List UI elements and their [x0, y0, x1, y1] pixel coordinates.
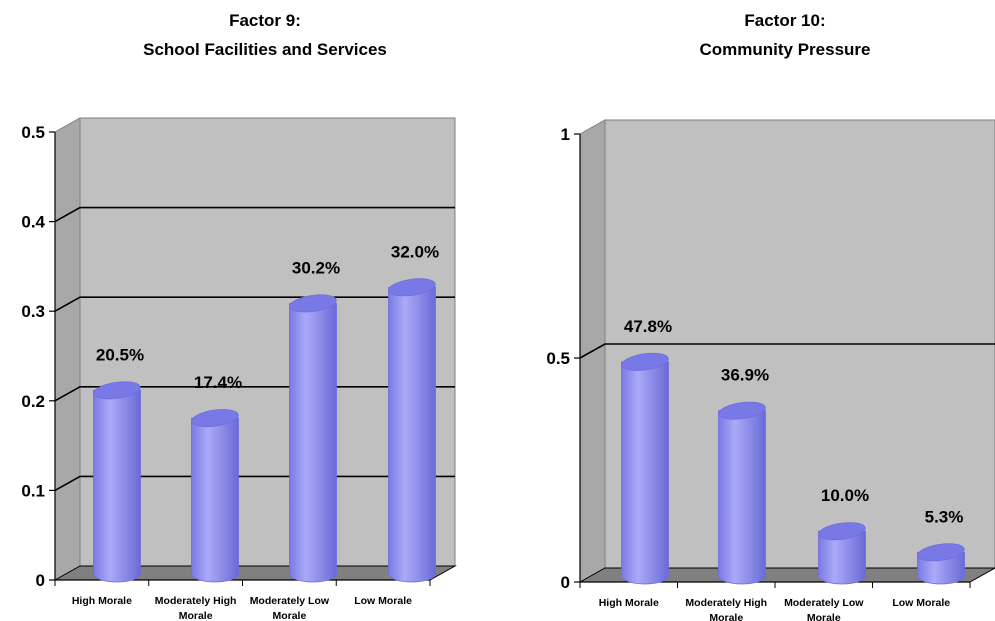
gridline: [579, 343, 995, 359]
gridline: [54, 206, 455, 223]
chart-title-line: Factor 9:: [229, 11, 301, 30]
bar-top: [718, 401, 766, 420]
x-tick-label: Moderately Low: [784, 597, 864, 609]
data-label: 32.0%: [391, 242, 439, 261]
x-tick-label: Low Morale: [892, 597, 950, 609]
data-label: 30.2%: [292, 258, 340, 277]
chart-factor-9: Factor 9: School Facilities and Services 0…: [21, 11, 457, 621]
y-tick-label: 0.1: [21, 481, 45, 500]
x-tick-label: High Morale: [599, 597, 659, 609]
data-label: 17.4%: [194, 373, 242, 392]
bar-body: [289, 303, 337, 583]
x-tick-label: Morale: [709, 612, 743, 621]
y-tick-label: 0: [36, 571, 45, 590]
bar-body: [191, 417, 239, 583]
bar-body: [621, 361, 669, 585]
bar-body: [388, 286, 436, 583]
data-label: 5.3%: [925, 507, 964, 526]
y-tick-label: 0.3: [21, 302, 45, 321]
bar-body: [93, 389, 141, 583]
x-tick-label: Low Morale: [354, 595, 412, 607]
bar: [191, 409, 239, 583]
x-tick-label: Morale: [807, 612, 841, 621]
bar-body: [718, 410, 766, 585]
bar: [818, 522, 866, 585]
x-tick-label: Morale: [272, 610, 306, 621]
bar-body: [818, 530, 866, 585]
x-tick-label: Moderately High: [155, 595, 237, 607]
chart-title-line: School Facilities and Services: [143, 40, 387, 59]
bar: [388, 278, 436, 583]
y-tick-label: 0.5: [21, 123, 45, 142]
bar-top: [93, 381, 141, 400]
chart-factor-10: Factor 10: Community Pressure 0 0.5 1 47.8% 36…: [546, 11, 995, 621]
y-tick-label: 0.4: [21, 213, 45, 232]
chart-title-line: Community Pressure: [700, 40, 871, 59]
x-tick-label: Moderately Low: [250, 595, 330, 607]
bar-top: [818, 522, 866, 541]
bar: [93, 381, 141, 583]
bar-top: [621, 352, 669, 371]
bar: [718, 401, 766, 585]
bar: [621, 352, 669, 585]
x-tick-label: Morale: [179, 610, 213, 621]
y-tick-label: 0.5: [546, 349, 570, 368]
data-label: 47.8%: [624, 317, 672, 336]
bar-top: [388, 278, 436, 297]
bar: [289, 294, 337, 583]
y-tick-label: 0.2: [21, 392, 45, 411]
x-tick-label: Moderately High: [685, 597, 767, 609]
y-tick-label: 0: [561, 573, 570, 592]
data-label: 10.0%: [821, 486, 869, 505]
data-label: 20.5%: [96, 345, 144, 364]
y-tick-label: 1: [561, 125, 570, 144]
bar-top: [191, 409, 239, 428]
x-tick-label: High Morale: [72, 595, 132, 607]
chart-title-line: Factor 10:: [744, 11, 825, 30]
bar-top: [289, 294, 337, 313]
data-label: 36.9%: [721, 366, 769, 385]
bar: [917, 543, 965, 585]
plot-side-wall: [54, 117, 81, 581]
bar-top: [917, 543, 965, 562]
